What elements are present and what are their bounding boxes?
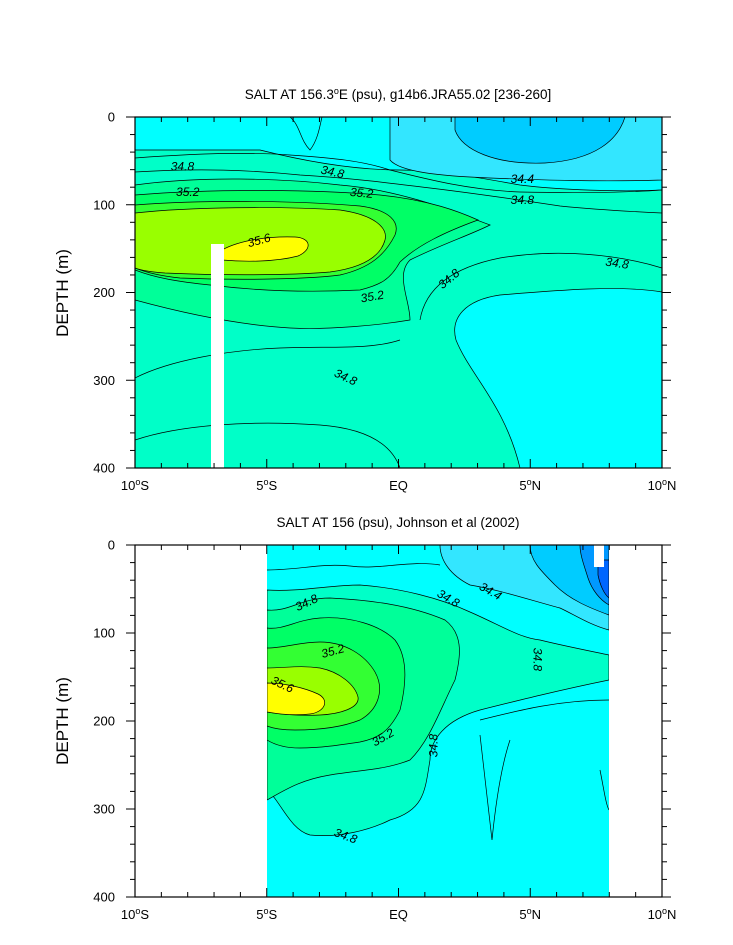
band-34.6-34.8 — [454, 288, 662, 468]
contour-line — [289, 117, 323, 151]
y-tick-label: 0 — [108, 110, 115, 125]
x-tick-labels: 10oS 5oS EQ 5oN 10oN — [121, 477, 677, 493]
contour-label-text: 34.8 — [511, 193, 535, 207]
x-tick-label: 5oN — [519, 906, 541, 922]
band-35.8-36.0 — [221, 236, 309, 262]
missing-data-notch — [594, 545, 604, 567]
contour-line — [135, 169, 662, 214]
y-tick-label: 300 — [93, 802, 115, 817]
contour-label: 35.2 — [176, 185, 200, 199]
contour-fill — [267, 545, 609, 897]
y-tick-labels: 0 100 200 300 400 — [93, 110, 115, 476]
y-tick-label: 200 — [93, 285, 115, 300]
contour-label: 34.8 — [511, 193, 535, 207]
x-tick-labels: 10oS 5oS EQ 5oN 10oN — [121, 906, 677, 922]
y-tick-label: 0 — [108, 538, 115, 553]
contour-label-text: 34.8 — [605, 255, 630, 272]
x-tick-label: EQ — [389, 907, 408, 922]
x-tick-label: 5oS — [256, 906, 277, 922]
contour-label-text: 35.2 — [360, 288, 386, 306]
panel-observations: SALT AT 156 (psu), Johnson et al (2002) … — [53, 515, 676, 922]
panel-title: SALT AT 156.3oE (psu), g14b6.JRA55.02 [2… — [245, 86, 551, 102]
contour-line — [135, 152, 662, 193]
panel-model: SALT AT 156.3oE (psu), g14b6.JRA55.02 [2… — [53, 86, 676, 493]
band-34.2-34.4 — [454, 117, 626, 164]
contour-label: 35.2 — [360, 288, 386, 306]
contour-line — [479, 699, 609, 721]
contour-label-text: 34.4 — [511, 172, 535, 186]
contour-label: 34.8 — [426, 734, 440, 758]
x-tick-label: 5oS — [256, 477, 277, 493]
y-tick-label: 200 — [93, 714, 115, 729]
panel-title: SALT AT 156 (psu), Johnson et al (2002) — [277, 515, 520, 530]
x-tick-label: 10oN — [648, 906, 677, 922]
y-tick-label: 400 — [93, 461, 115, 476]
ticks — [126, 544, 671, 898]
contour-label: 34.8 — [171, 160, 195, 174]
y-tick-label: 400 — [93, 890, 115, 905]
contour-label: 34.8 — [605, 255, 630, 272]
contour-label-text: 34.8 — [426, 734, 440, 758]
x-tick-label: 10oS — [121, 477, 149, 493]
contour-label: 35.2 — [320, 641, 346, 661]
contour-label-text: 34.8 — [320, 163, 346, 182]
contour-line — [599, 769, 609, 811]
band-33.8-34.0 — [597, 559, 609, 599]
y-tick-label: 100 — [93, 197, 115, 212]
contour-label: 34.8 — [531, 648, 545, 672]
y-tick-label: 100 — [93, 626, 115, 641]
y-axis-label: DEPTH (m) — [53, 677, 72, 765]
contour-line — [135, 422, 401, 468]
panel-title-part: SALT AT 156.3 — [245, 87, 334, 102]
contour-line — [479, 734, 511, 841]
x-tick-label: 10oS — [121, 906, 149, 922]
contour-fill — [135, 117, 662, 468]
x-tick-label: 10oN — [648, 477, 677, 493]
panel-title-degree: o — [334, 86, 339, 96]
panel-title-part: E (psu), g14b6.JRA55.02 [236-260] — [339, 87, 551, 102]
x-tick-label: 5oN — [519, 477, 541, 493]
contour-label: 35.6 — [246, 230, 272, 250]
y-tick-label: 300 — [93, 373, 115, 388]
contour-label-text: 35.2 — [176, 185, 200, 199]
contour-label: 35.2 — [349, 185, 374, 201]
contour-label-text: 35.2 — [320, 641, 346, 661]
band-35.8-36.0 — [267, 682, 326, 716]
y-axis-label: DEPTH (m) — [53, 249, 72, 337]
contour-label-text: 34.8 — [171, 160, 195, 174]
contour-line — [267, 563, 441, 571]
missing-data-strip — [211, 244, 224, 468]
ticks — [126, 116, 671, 469]
y-tick-labels: 0 100 200 300 400 — [93, 538, 115, 905]
contour-label-text: 35.2 — [349, 185, 374, 201]
contour-label-text: 34.8 — [531, 648, 545, 672]
contour-line — [419, 252, 662, 321]
contour-label-text: 35.6 — [246, 230, 272, 250]
x-tick-label: EQ — [389, 478, 408, 493]
contour-label: 34.4 — [511, 172, 535, 186]
contour-line — [135, 339, 401, 379]
contour-label: 34.8 — [320, 163, 346, 182]
